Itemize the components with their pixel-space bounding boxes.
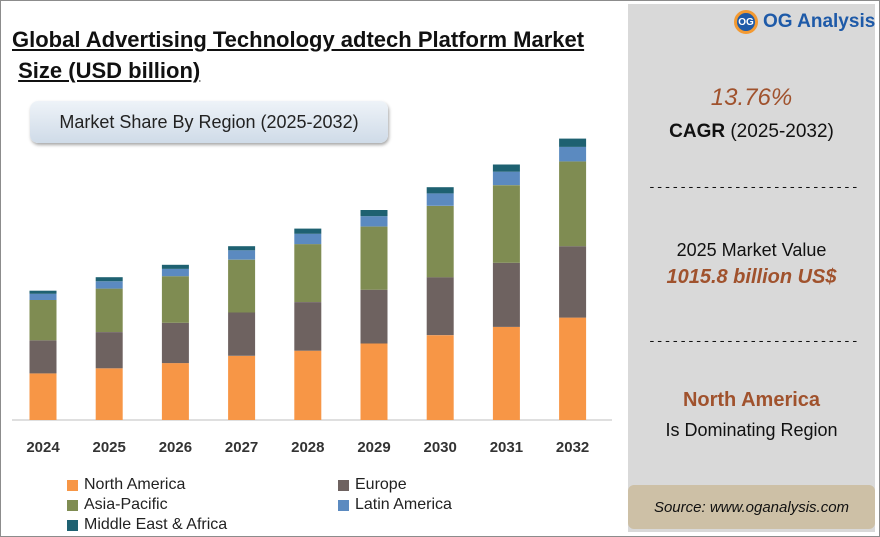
- bar-segment-asia-pacific-2030: [426, 205, 454, 278]
- x-tick-label-2031: 2031: [490, 439, 523, 456]
- subtitle-badge: Market Share By Region (2025-2032): [30, 101, 388, 143]
- bar-segment-middle-east-africa-2032: [559, 138, 587, 147]
- bar-segment-europe-2027: [228, 312, 256, 356]
- legend-swatch: [67, 499, 78, 511]
- legend-label: North America: [84, 476, 186, 493]
- bar-segment-latin-america-2032: [559, 146, 587, 162]
- bar-segment-latin-america-2030: [426, 193, 454, 206]
- bar-segment-europe-2030: [426, 277, 454, 336]
- summary-panel: [628, 4, 875, 532]
- x-tick-label-2025: 2025: [93, 439, 126, 456]
- bar-segment-north-america-2024: [29, 373, 57, 420]
- bar-segment-europe-2025: [95, 332, 123, 369]
- bar-segment-north-america-2032: [559, 317, 587, 420]
- chart-title: Global Advertising Technology adtech Pla…: [12, 24, 632, 86]
- bar-segment-latin-america-2026: [161, 269, 189, 277]
- x-tick-label-2028: 2028: [291, 439, 324, 456]
- bar-segment-north-america-2028: [294, 350, 322, 420]
- bar-segment-middle-east-africa-2030: [426, 187, 454, 194]
- legend-label: Middle East & Africa: [84, 516, 228, 533]
- x-tick-label-2024: 2024: [26, 439, 60, 456]
- x-tick-label-2027: 2027: [225, 439, 258, 456]
- stacked-bar-chart: 2024 2025 2026 2027 2028 2029 2030 2031 2032: [12, 138, 612, 456]
- bar-segment-asia-pacific-2031: [492, 185, 520, 263]
- bar-segment-europe-2028: [294, 302, 322, 351]
- cagr-value: 13.76%: [710, 84, 793, 111]
- bar-segment-north-america-2027: [228, 355, 256, 420]
- legend-swatch: [67, 519, 78, 531]
- og-analysis-logo: OG OG Analysis: [734, 10, 875, 34]
- legend-label: Europe: [355, 476, 407, 493]
- legend-swatch: [338, 479, 349, 491]
- x-tick-label-2030: 2030: [424, 439, 457, 456]
- x-tick-label-2032: 2032: [556, 439, 589, 456]
- dominating-region: North America: [682, 389, 821, 411]
- bar-segment-latin-america-2025: [95, 281, 123, 289]
- cagr-label-bold: CAGR: [669, 121, 726, 142]
- legend-item-north-america: North America: [67, 476, 185, 494]
- legend-label: Latin America: [355, 496, 452, 513]
- bar-segment-europe-2029: [360, 289, 388, 344]
- bar-segment-europe-2024: [29, 340, 57, 374]
- legend-item-latin-america: Latin America: [338, 496, 452, 514]
- bar-segment-middle-east-africa-2028: [294, 228, 322, 234]
- bar-segment-north-america-2025: [95, 368, 123, 420]
- bar-segment-latin-america-2024: [29, 293, 57, 300]
- market-value-amount: 1015.8 billion US$: [666, 266, 837, 288]
- bar-segment-north-america-2031: [492, 326, 520, 420]
- bar-segment-middle-east-africa-2025: [95, 277, 123, 282]
- cagr-label: CAGR (2025-2032): [628, 121, 875, 143]
- source-box: Source: www.oganalysis.com: [628, 485, 875, 529]
- bar-segment-asia-pacific-2027: [228, 259, 256, 313]
- market-value-label: 2025 Market Value: [676, 240, 827, 260]
- bar-segment-asia-pacific-2028: [294, 244, 322, 302]
- bar-segment-europe-2031: [492, 262, 520, 327]
- bar-segment-latin-america-2028: [294, 233, 322, 245]
- x-tick-label-2026: 2026: [159, 439, 192, 456]
- bar-segment-middle-east-africa-2029: [360, 210, 388, 217]
- bar-segment-latin-america-2027: [228, 250, 256, 260]
- x-tick-label-2029: 2029: [357, 439, 390, 456]
- bar-segment-asia-pacific-2032: [559, 161, 587, 247]
- legend-label: Asia-Pacific: [84, 496, 168, 513]
- bar-segment-latin-america-2031: [492, 171, 520, 186]
- title-line-2: Size (USD billion): [18, 58, 201, 83]
- bar-segment-europe-2026: [161, 322, 189, 364]
- bar-segment-north-america-2030: [426, 335, 454, 420]
- bar-segment-latin-america-2029: [360, 216, 388, 227]
- legend-item-middle-east-africa: Middle East & Africa: [67, 516, 227, 534]
- bar-segment-asia-pacific-2026: [161, 276, 189, 323]
- legend-swatch: [67, 479, 78, 491]
- legend-swatch: [338, 499, 349, 511]
- bar-segment-middle-east-africa-2031: [492, 164, 520, 172]
- legend-item-asia-pacific: Asia-Pacific: [67, 496, 168, 514]
- bar-segment-europe-2032: [559, 246, 587, 318]
- og-logo-icon: OG: [734, 10, 758, 34]
- divider-2: -----------------------------: [648, 334, 858, 349]
- bar-segment-middle-east-africa-2024: [29, 290, 57, 294]
- bar-segment-north-america-2026: [161, 363, 189, 420]
- bar-segment-asia-pacific-2025: [95, 288, 123, 332]
- dominating-label: Is Dominating Region: [665, 420, 838, 440]
- logo-text: OG Analysis: [763, 11, 876, 32]
- bar-segment-north-america-2029: [360, 343, 388, 420]
- bar-segment-asia-pacific-2024: [29, 300, 57, 341]
- title-line-1: Global Advertising Technology adtech Pla…: [12, 27, 585, 52]
- legend-item-europe: Europe: [338, 476, 407, 494]
- bar-segment-middle-east-africa-2027: [228, 246, 256, 251]
- divider-1: -----------------------------: [648, 180, 858, 195]
- bar-segment-asia-pacific-2029: [360, 226, 388, 290]
- cagr-label-period: (2025-2032): [725, 121, 834, 142]
- bar-segment-middle-east-africa-2026: [161, 264, 189, 269]
